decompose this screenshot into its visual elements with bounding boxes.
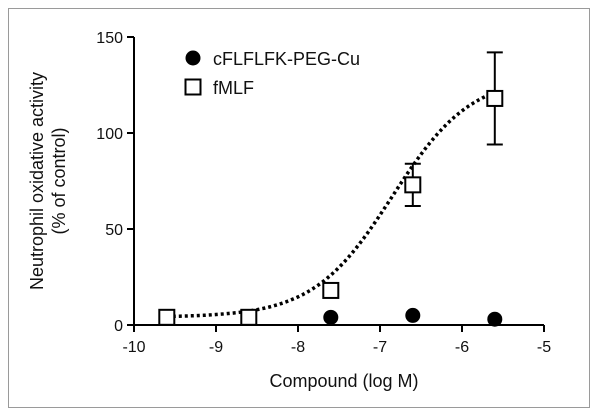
y-tick-label: 50 (105, 222, 123, 239)
y-axis-title-line-2: (% of control) (49, 127, 69, 234)
chart-frame: 0 50 100 150 -10 -9 -8 -7 -6 -5 Compound (log M) Ne… (8, 8, 590, 408)
fmlf-point (240, 308, 258, 326)
cflflfk-point (405, 307, 421, 323)
x-tick-label: -5 (537, 339, 551, 356)
legend-label-cflflfk: cFLFLFK-PEG-Cu (213, 49, 360, 69)
x-tick-label: -6 (455, 339, 469, 356)
x-tick-label: -7 (373, 339, 387, 356)
y-tick-label: 100 (96, 126, 123, 143)
cflflfk-point (323, 309, 339, 325)
fit-curve-layer (166, 90, 496, 319)
fmlf-point (486, 89, 504, 107)
legend-marker-cflflfk (185, 50, 201, 66)
fmlf-point (322, 281, 340, 299)
x-tick-label: -9 (209, 339, 223, 356)
fmlf-point (158, 308, 176, 326)
x-axis-title: Compound (log M) (269, 371, 418, 391)
y-tick-label: 0 (114, 318, 123, 335)
legend-marker-fmlf (184, 78, 202, 96)
x-tick-label: -8 (291, 339, 305, 356)
cflflfk-point (487, 311, 503, 327)
chart-svg: 0 50 100 150 -10 -9 -8 -7 -6 -5 Compound (log M) Ne… (27, 30, 551, 391)
fmlf-point (404, 176, 422, 194)
fmlf-fit-curve (166, 90, 496, 319)
x-tick-label: -10 (122, 339, 145, 356)
axes: 0 50 100 150 -10 -9 -8 -7 -6 -5 Compound (log M) Ne… (27, 30, 551, 391)
y-tick-label: 150 (96, 30, 123, 47)
legend-label-fmlf: fMLF (213, 78, 254, 98)
marks-layer (158, 51, 504, 327)
y-axis-title-line-1: Neutrophil oxidative activity (27, 72, 47, 290)
legend: cFLFLFK-PEG-Cu fMLF (184, 49, 360, 98)
